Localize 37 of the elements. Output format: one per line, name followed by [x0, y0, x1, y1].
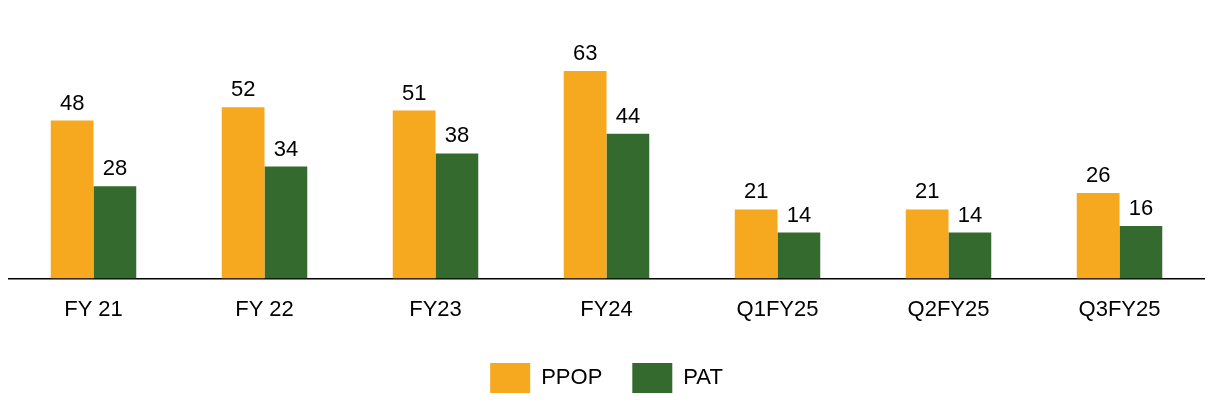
x-tick-label: Q3FY25	[1078, 295, 1161, 321]
x-tick-label: Q2FY25	[907, 295, 990, 321]
x-tick-label: Q1FY25	[736, 295, 819, 321]
data-label: 44	[615, 102, 641, 128]
data-label: 63	[572, 40, 598, 66]
data-label: 16	[1128, 194, 1154, 220]
bar	[905, 209, 949, 279]
data-label: 14	[957, 201, 983, 227]
data-label: 21	[743, 178, 769, 204]
bar	[606, 133, 650, 279]
data-label: 21	[914, 178, 940, 204]
bar	[435, 153, 479, 279]
bar	[563, 71, 607, 279]
data-label: 52	[230, 76, 256, 102]
data-label: 38	[444, 122, 470, 148]
bar	[948, 232, 992, 279]
bar	[392, 110, 436, 279]
data-label: 34	[273, 135, 299, 161]
data-label: 51	[401, 79, 427, 105]
legend-label: PAT	[683, 364, 723, 390]
bar	[734, 209, 778, 279]
bar	[50, 120, 94, 279]
bar	[221, 107, 265, 279]
x-tick-label: FY 21	[64, 295, 123, 321]
data-label: 14	[786, 201, 812, 227]
x-tick-label: FY 22	[235, 295, 294, 321]
bar	[1076, 192, 1120, 279]
data-label: 26	[1085, 162, 1111, 188]
data-label: 48	[59, 89, 85, 115]
data-label: 28	[102, 155, 128, 181]
x-tick-label: FY23	[409, 295, 462, 321]
x-tick-label: FY24	[580, 295, 633, 321]
bar	[93, 186, 137, 279]
bar	[1119, 225, 1163, 279]
bar	[264, 166, 308, 279]
legend-label: PPOP	[541, 364, 603, 390]
bar	[777, 232, 821, 279]
